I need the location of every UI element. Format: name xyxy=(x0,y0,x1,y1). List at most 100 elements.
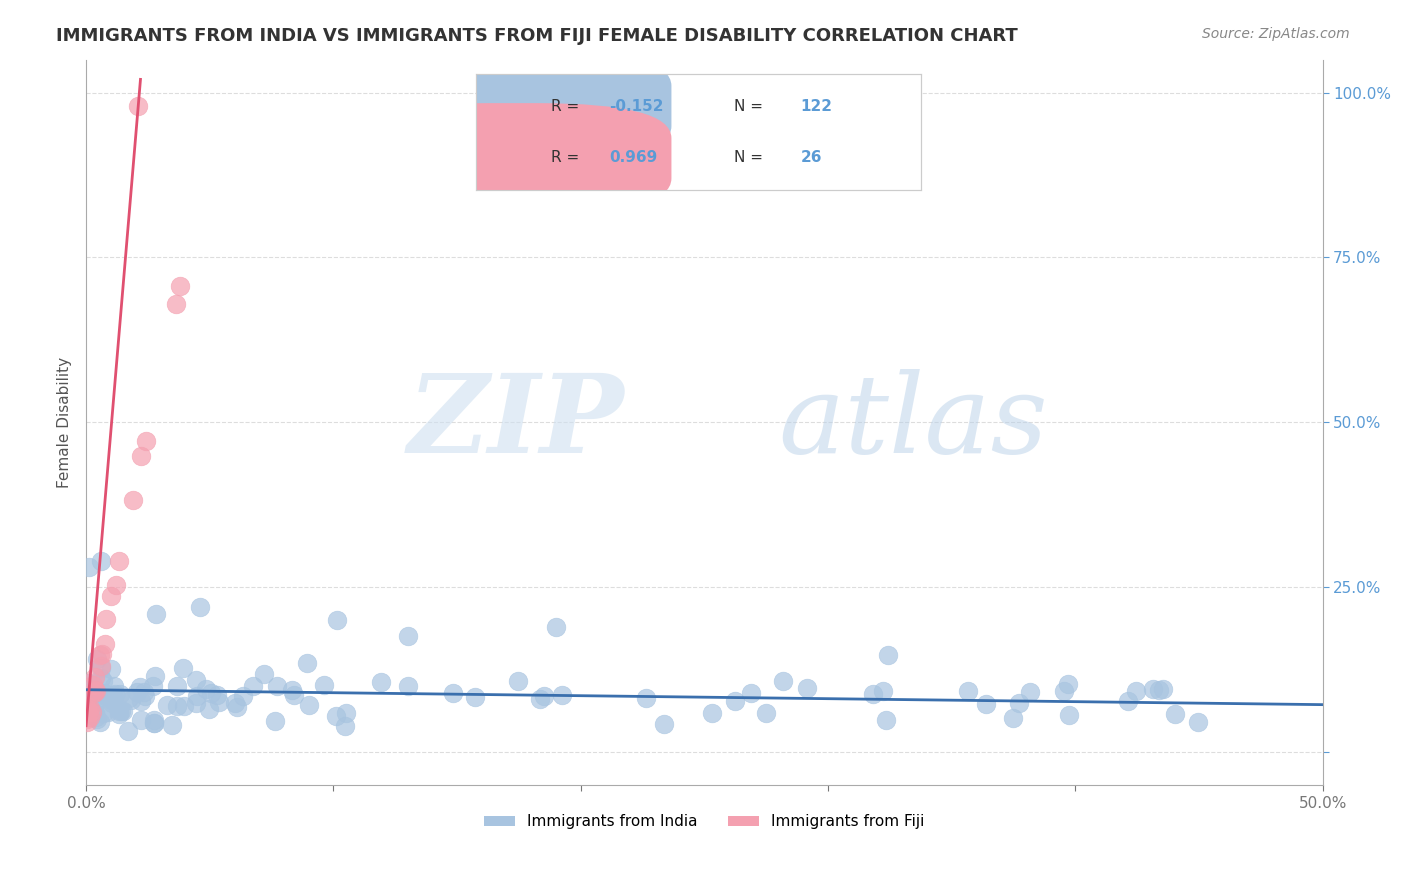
Point xyxy=(101,690,124,705)
Point xyxy=(264,714,287,728)
Point xyxy=(160,718,183,732)
Point xyxy=(87,688,110,702)
Point xyxy=(131,449,153,463)
Point xyxy=(326,613,349,627)
Point xyxy=(120,693,142,707)
Point xyxy=(283,688,305,702)
Point xyxy=(1057,707,1080,722)
Point xyxy=(79,701,101,715)
Point xyxy=(325,708,347,723)
Point xyxy=(298,698,321,712)
Point xyxy=(97,706,120,720)
Point xyxy=(1002,711,1025,725)
Point xyxy=(79,707,101,722)
Point xyxy=(91,673,114,688)
Point xyxy=(118,691,141,706)
Point xyxy=(108,706,131,721)
Point xyxy=(1187,714,1209,729)
Point xyxy=(224,696,246,710)
Point xyxy=(200,685,222,699)
Point xyxy=(96,612,118,626)
Point xyxy=(156,698,179,712)
Point xyxy=(1053,684,1076,698)
Point xyxy=(335,719,357,733)
Point xyxy=(76,702,98,716)
Point xyxy=(724,693,747,707)
Point xyxy=(169,278,191,293)
Point xyxy=(188,600,211,615)
Point xyxy=(77,560,100,574)
Point xyxy=(108,687,131,701)
Point xyxy=(225,699,247,714)
Point xyxy=(280,683,302,698)
Point xyxy=(128,680,150,694)
Point xyxy=(253,666,276,681)
Point xyxy=(110,704,132,718)
Point xyxy=(1116,693,1139,707)
Point xyxy=(232,689,254,703)
Point xyxy=(80,682,103,697)
Point xyxy=(195,681,218,696)
Point xyxy=(125,684,148,698)
Point xyxy=(135,434,157,448)
Point xyxy=(91,706,114,720)
Point xyxy=(134,684,156,698)
Point xyxy=(100,696,122,710)
Point xyxy=(100,589,122,603)
Point xyxy=(145,607,167,621)
Point xyxy=(77,707,100,722)
Point xyxy=(82,683,104,698)
Point xyxy=(166,679,188,693)
Point xyxy=(533,690,555,704)
Point xyxy=(875,713,897,727)
Point xyxy=(117,723,139,738)
Point xyxy=(184,697,207,711)
Point xyxy=(129,693,152,707)
Point xyxy=(1008,696,1031,710)
Point xyxy=(76,699,98,714)
Point xyxy=(550,688,572,702)
Point xyxy=(796,681,818,695)
Point xyxy=(80,706,103,720)
Point xyxy=(93,686,115,700)
Point xyxy=(80,708,103,723)
Text: atlas: atlas xyxy=(779,368,1047,476)
Point xyxy=(772,673,794,688)
Point xyxy=(636,691,658,706)
Point xyxy=(529,692,551,706)
Point xyxy=(145,669,167,683)
Point xyxy=(84,683,107,698)
Point xyxy=(184,673,207,688)
Point xyxy=(142,679,165,693)
Point xyxy=(335,706,357,720)
Point xyxy=(103,679,125,693)
Point xyxy=(165,297,187,311)
Point xyxy=(862,687,884,701)
Point xyxy=(90,661,112,675)
Point xyxy=(83,700,105,714)
Point xyxy=(89,715,111,730)
Point xyxy=(205,688,228,702)
Point xyxy=(98,689,121,703)
Point xyxy=(876,648,898,662)
Text: ZIP: ZIP xyxy=(408,368,624,476)
Point xyxy=(100,693,122,707)
Point xyxy=(207,695,229,709)
Point xyxy=(101,688,124,702)
Point xyxy=(1142,681,1164,696)
Point xyxy=(129,713,152,727)
Point xyxy=(396,629,419,643)
Point xyxy=(82,677,104,691)
Point xyxy=(464,690,486,704)
Point xyxy=(266,679,288,693)
Point xyxy=(872,684,894,698)
Point xyxy=(83,686,105,700)
Text: IMMIGRANTS FROM INDIA VS IMMIGRANTS FROM FIJI FEMALE DISABILITY CORRELATION CHAR: IMMIGRANTS FROM INDIA VS IMMIGRANTS FROM… xyxy=(56,27,1018,45)
Point xyxy=(544,620,567,634)
Point xyxy=(506,674,529,689)
Point xyxy=(1125,684,1147,698)
Point xyxy=(1018,684,1040,698)
Point xyxy=(76,715,98,730)
Point xyxy=(1147,682,1170,697)
Point xyxy=(242,680,264,694)
